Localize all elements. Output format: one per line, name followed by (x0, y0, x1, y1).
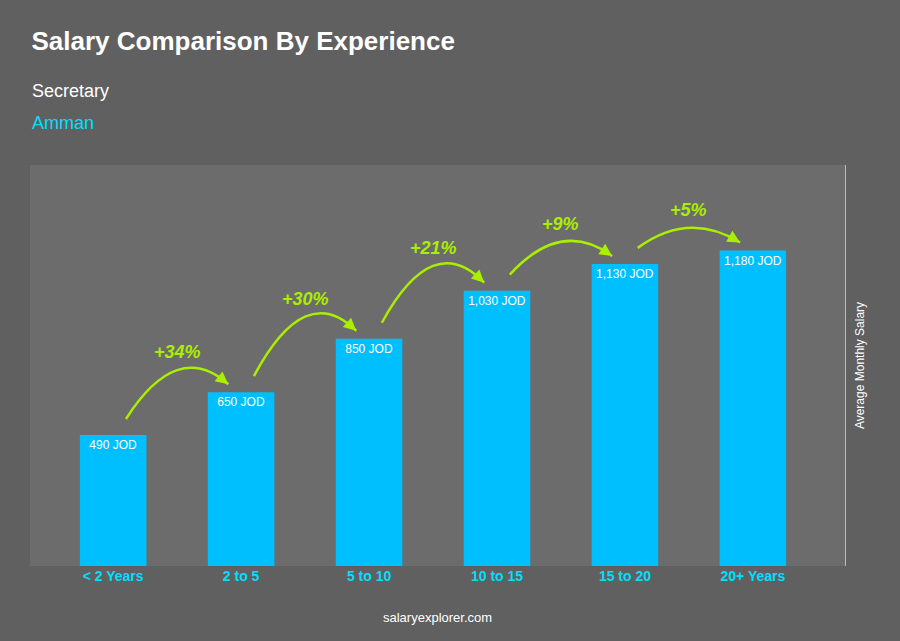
svg-text:+21%: +21% (410, 238, 457, 258)
svg-text:+34%: +34% (154, 342, 201, 362)
svg-text:850 JOD: 850 JOD (345, 342, 393, 356)
svg-text:salaryexplorer.com: salaryexplorer.com (383, 610, 492, 625)
svg-text:Secretary: Secretary (32, 81, 109, 101)
svg-text:Average Monthly Salary: Average Monthly Salary (853, 302, 867, 429)
svg-text:1,030 JOD: 1,030 JOD (468, 294, 526, 308)
svg-text:< 2 Years: < 2 Years (83, 568, 144, 584)
svg-text:+30%: +30% (282, 289, 329, 309)
svg-text:10 to 15: 10 to 15 (471, 568, 523, 584)
svg-text:15 to 20: 15 to 20 (599, 568, 651, 584)
svg-text:Amman: Amman (32, 113, 94, 133)
svg-text:5 to 10: 5 to 10 (347, 568, 392, 584)
svg-text:490 JOD: 490 JOD (89, 438, 137, 452)
svg-text:2 to 5: 2 to 5 (223, 568, 260, 584)
svg-text:1,180 JOD: 1,180 JOD (724, 254, 782, 268)
svg-text:1,130 JOD: 1,130 JOD (596, 267, 654, 281)
svg-text:Salary Comparison By Experienc: Salary Comparison By Experience (32, 26, 455, 56)
svg-text:20+ Years: 20+ Years (720, 568, 785, 584)
svg-text:+9%: +9% (542, 214, 579, 234)
svg-text:+5%: +5% (670, 200, 707, 220)
svg-text:650 JOD: 650 JOD (217, 395, 265, 409)
